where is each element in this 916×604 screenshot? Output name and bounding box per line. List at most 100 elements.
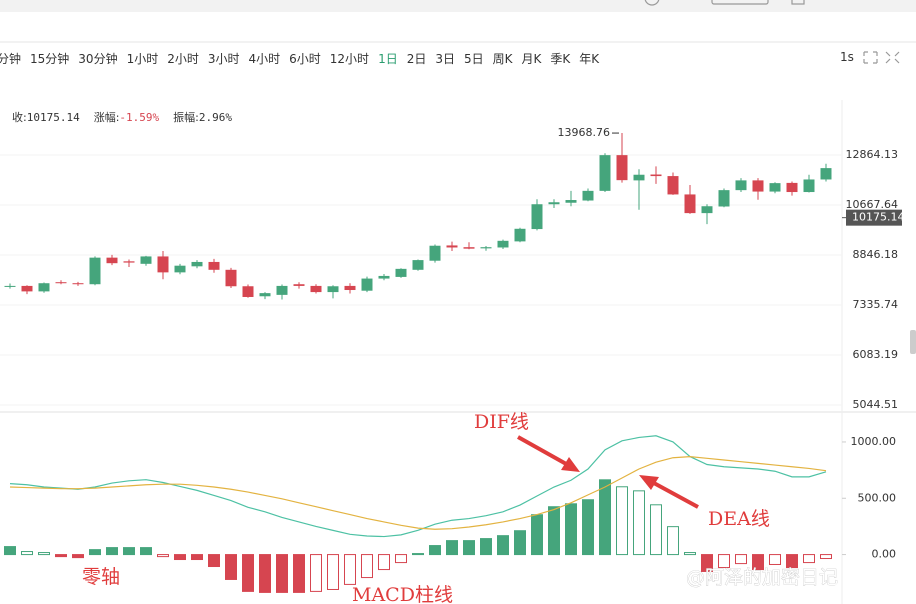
macd-bar xyxy=(497,535,509,556)
candle-body xyxy=(21,285,33,292)
candle-body xyxy=(293,284,305,286)
macd-bar xyxy=(718,554,730,569)
macd-bar xyxy=(446,540,458,556)
candle-body xyxy=(650,174,662,177)
interval-button[interactable]: 2日 xyxy=(406,52,427,66)
y-tick-label: 10667.64 xyxy=(846,198,899,211)
y-tick-label: 12864.13 xyxy=(846,148,899,161)
macd-bar xyxy=(701,554,713,572)
candle-body xyxy=(599,155,611,191)
candle-body xyxy=(174,265,186,273)
candle-body xyxy=(89,257,101,285)
candle-body xyxy=(225,269,237,287)
toolbar-icons xyxy=(644,0,900,64)
macd-bar xyxy=(548,506,560,556)
interval-toolbar: 分钟 15分钟 30分钟 1小时 2小时 3小时 4小时 6小时 12小时 1日 2日 3日 5日 周K 月… xyxy=(0,50,599,67)
macd-bar xyxy=(293,554,305,593)
interval-button[interactable]: 15分钟 xyxy=(30,52,70,66)
macd-bar xyxy=(820,554,832,560)
interval-button[interactable]: 5日 xyxy=(463,52,484,66)
candle-body xyxy=(497,240,509,248)
y-tick-label: 5044.51 xyxy=(853,398,899,411)
candle-body xyxy=(4,285,16,287)
interval-button[interactable]: 30分钟 xyxy=(78,52,118,66)
annotation: DIF线 xyxy=(474,411,529,433)
candle-body xyxy=(310,285,322,293)
macd-bar xyxy=(480,538,492,556)
macd-bar xyxy=(21,551,33,556)
macd-bar xyxy=(395,554,407,564)
dea-line xyxy=(9,455,827,530)
refresh-rate[interactable]: 1s xyxy=(840,50,854,64)
high-label: 13968.76 xyxy=(558,126,611,139)
candle-body xyxy=(752,180,764,192)
candle-body xyxy=(786,182,798,193)
candle-body xyxy=(429,245,441,261)
interval-button[interactable]: 3小时 xyxy=(207,52,240,66)
candle-body xyxy=(123,261,135,263)
candle-body xyxy=(735,180,747,191)
macd-bar xyxy=(174,554,186,561)
macd-bar xyxy=(361,554,373,579)
candle-body xyxy=(361,278,373,291)
y-tick-label: 6083.19 xyxy=(853,348,899,361)
macd-bar xyxy=(514,530,526,556)
candle-body xyxy=(327,286,339,293)
macd-bar xyxy=(259,554,271,593)
candle-body xyxy=(378,275,390,279)
y-tick-label: 1000.00 xyxy=(851,435,897,448)
interval-button[interactable]: 6小时 xyxy=(289,52,321,66)
y-tick-label: 500.00 xyxy=(858,491,897,504)
interval-button[interactable]: 分钟 xyxy=(0,52,22,66)
candle-body xyxy=(548,202,560,205)
interval-button[interactable]: 月K xyxy=(521,52,542,66)
macd-bar xyxy=(412,553,424,556)
macd-bar xyxy=(667,526,679,556)
candle-body xyxy=(191,261,203,267)
macd-bar xyxy=(310,554,322,592)
annotation: DEA线 xyxy=(708,508,770,530)
interval-button[interactable]: 3日 xyxy=(435,52,455,66)
macd-bar xyxy=(106,547,118,556)
candle-body xyxy=(514,228,526,242)
candle-body xyxy=(531,204,543,230)
annotation: 零轴 xyxy=(82,566,120,588)
macd-bar xyxy=(752,554,764,571)
interval-button[interactable]: 2小时 xyxy=(167,52,199,66)
candle-body xyxy=(259,293,271,297)
macd-bar xyxy=(735,554,747,565)
annotation: MACD柱线 xyxy=(352,584,453,604)
interval-button[interactable]: 周K xyxy=(492,52,513,66)
candle-body xyxy=(208,261,220,270)
macd-bar xyxy=(633,490,645,556)
candle-body xyxy=(140,256,152,264)
macd-bar xyxy=(378,554,390,571)
info-value: 2.96% xyxy=(198,111,233,124)
scroll-handle[interactable] xyxy=(910,330,916,354)
macd-bar xyxy=(599,479,611,556)
watermark: @阿泽的加密日记 xyxy=(686,567,838,589)
candle-body xyxy=(276,285,288,295)
y-tick-label: 7335.74 xyxy=(853,298,899,311)
info-item: 收:10175.14 xyxy=(12,109,80,125)
interval-button[interactable]: 1日 xyxy=(378,52,398,66)
interval-button[interactable]: 1小时 xyxy=(126,52,159,66)
macd-bar xyxy=(191,554,203,561)
macd-bar xyxy=(157,554,169,558)
candle-body xyxy=(463,247,475,249)
interval-button[interactable]: 4小时 xyxy=(248,52,281,66)
candle-body xyxy=(395,268,407,277)
macd-bar xyxy=(89,549,101,556)
candle-body xyxy=(701,206,713,214)
interval-button[interactable]: 季K xyxy=(550,52,571,66)
candle-body xyxy=(565,200,577,203)
macd-bar xyxy=(582,499,594,556)
macd-bar xyxy=(242,554,254,592)
macd-bar xyxy=(140,547,152,556)
last-price-label: 10175.14 xyxy=(852,211,905,224)
interval-button[interactable]: 年K xyxy=(579,52,600,66)
candle-body xyxy=(684,194,696,214)
annotation-arrows xyxy=(517,435,699,509)
last-price-box xyxy=(846,209,902,226)
interval-button[interactable]: 12小时 xyxy=(329,52,370,66)
